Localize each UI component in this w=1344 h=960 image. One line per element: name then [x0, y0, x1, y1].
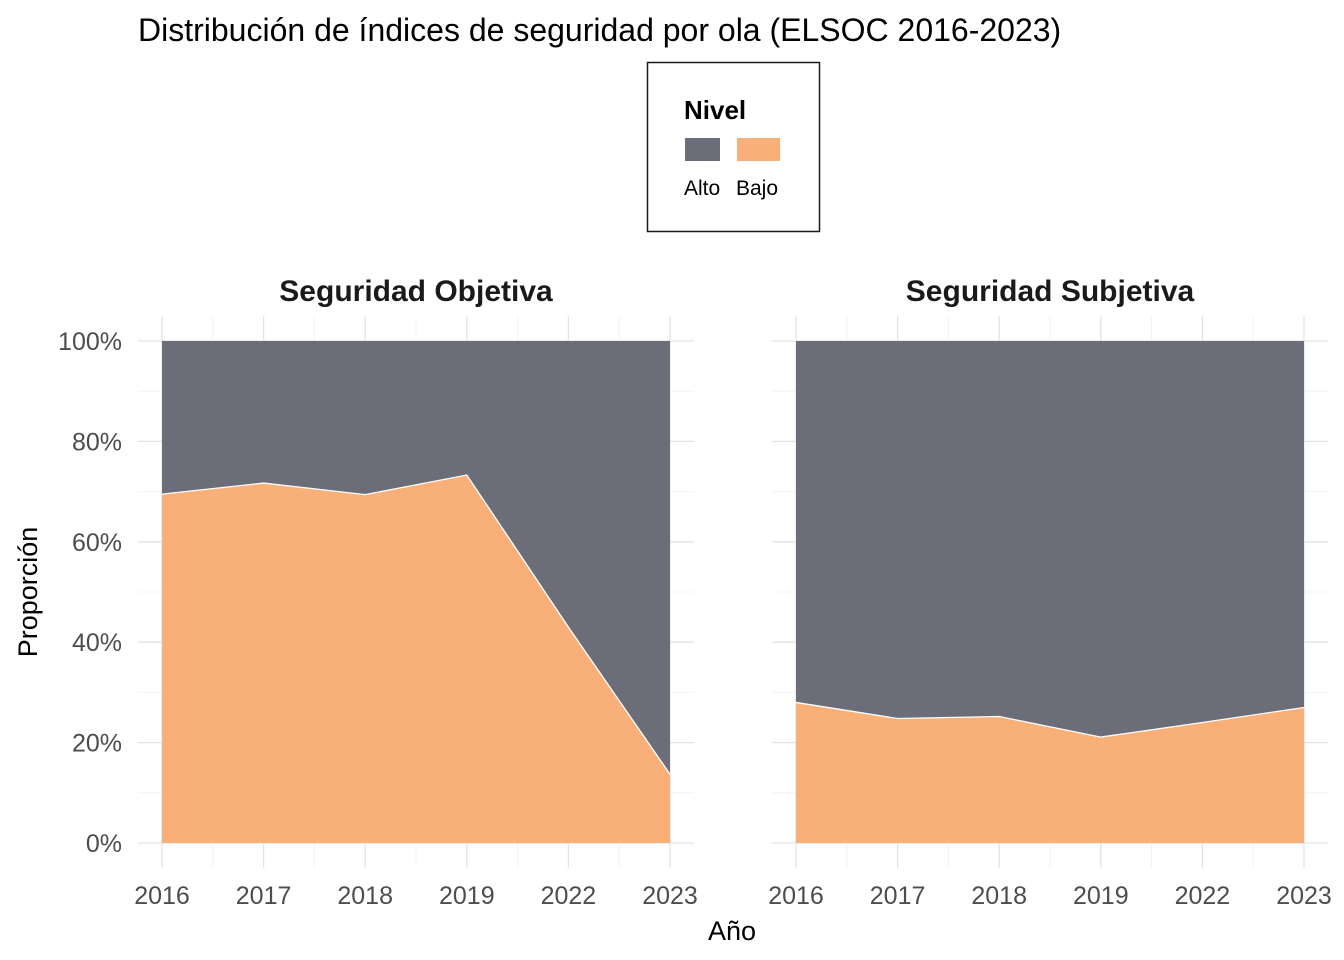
- legend-key-alto: [685, 138, 720, 161]
- x-tick-label: 2019: [1073, 882, 1129, 910]
- x-axis-title: Año: [708, 916, 756, 946]
- area-bajo: [162, 475, 670, 843]
- x-tick-label: 2018: [337, 882, 393, 910]
- y-axis-title: Proporción: [13, 527, 43, 658]
- x-tick-label: 2019: [439, 882, 495, 910]
- y-tick-label: 0%: [86, 830, 122, 858]
- y-tick-label: 80%: [72, 428, 122, 456]
- x-tick-label: 2016: [134, 882, 190, 910]
- panel-title: Seguridad Objetiva: [279, 275, 553, 308]
- x-tick-label: 2016: [768, 882, 824, 910]
- x-tick-label: 2023: [1276, 882, 1332, 910]
- x-tick-label: 2017: [236, 882, 292, 910]
- panel-1: Seguridad Objetiva 2016 2017 2018 2019 2022 20…: [58, 275, 698, 910]
- x-tick-label: 2017: [870, 882, 926, 910]
- area-alto: [796, 341, 1304, 738]
- legend-key-bajo: [737, 138, 780, 161]
- x-tick-label: 2023: [642, 882, 698, 910]
- area-boundary-line: [161, 474, 671, 775]
- chart-title: Distribución de índices de seguridad por…: [138, 12, 1061, 48]
- chart-panels: Seguridad Objetiva 2016 2017 2018 2019 2022 20…: [58, 275, 1332, 910]
- area-bajo: [796, 702, 1304, 843]
- area-alto: [162, 341, 670, 775]
- area-boundary-line: [795, 701, 1305, 738]
- x-tick-label: 2022: [1175, 882, 1231, 910]
- legend-label-bajo: Bajo: [736, 177, 778, 200]
- legend: Nivel Alto Bajo: [646, 61, 821, 233]
- legend-title: Nivel: [684, 95, 746, 125]
- x-tick-label: 2022: [541, 882, 597, 910]
- y-tick-label: 20%: [72, 730, 122, 758]
- y-tick-label: 100%: [58, 328, 122, 356]
- legend-box: [646, 61, 821, 233]
- panel-2: Seguridad Subjetiva 2016 2017 2018 2019 2022 2…: [768, 275, 1332, 910]
- y-tick-label: 60%: [72, 529, 122, 557]
- legend-label-alto: Alto: [684, 177, 720, 200]
- x-tick-label: 2018: [971, 882, 1027, 910]
- y-tick-label: 40%: [72, 629, 122, 657]
- panel-title: Seguridad Subjetiva: [906, 275, 1195, 308]
